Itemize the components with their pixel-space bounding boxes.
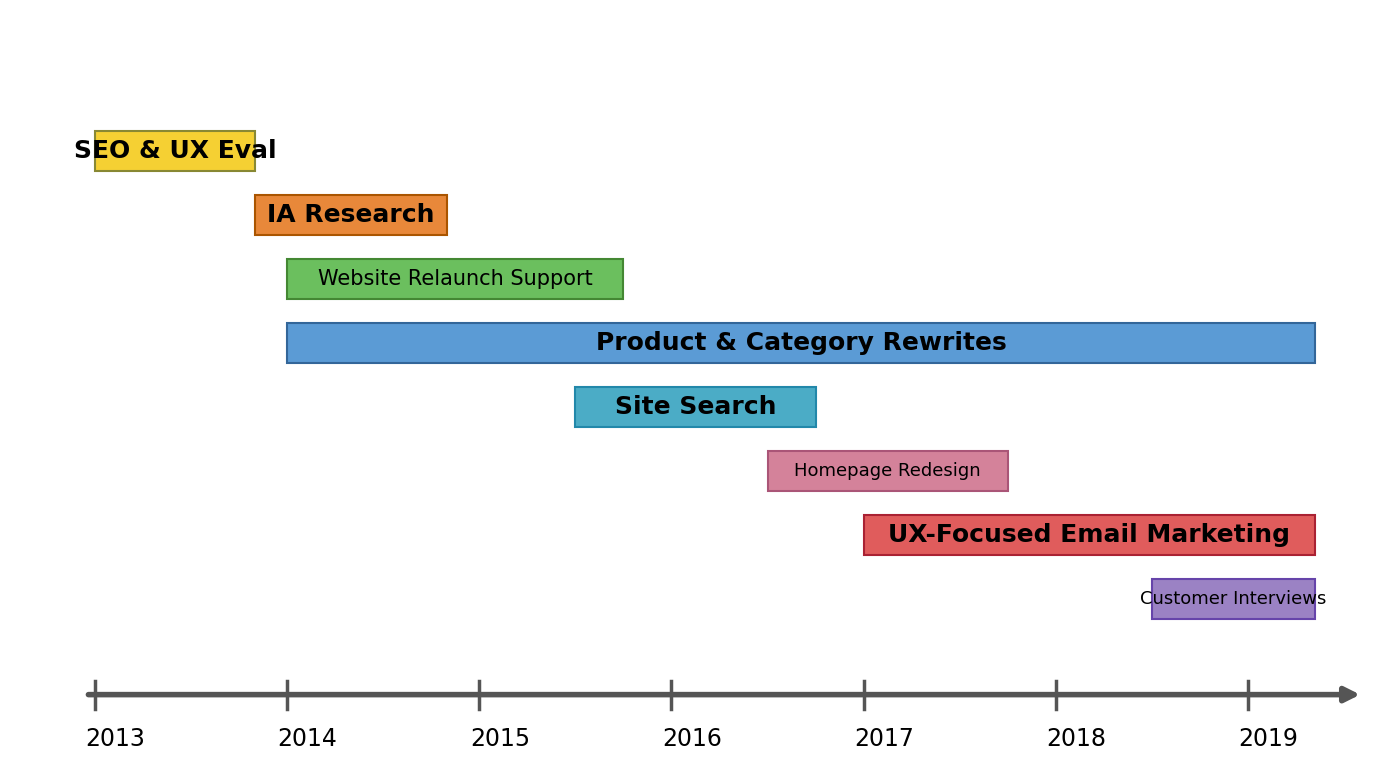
Text: 2018: 2018 [1046,726,1106,751]
Text: Homepage Redesign: Homepage Redesign [794,462,981,480]
Text: 2016: 2016 [662,726,722,751]
FancyBboxPatch shape [767,451,1008,491]
Text: Product & Category Rewrites: Product & Category Rewrites [596,331,1007,355]
Text: 2017: 2017 [854,726,914,751]
Text: 2019: 2019 [1238,726,1298,751]
FancyBboxPatch shape [287,260,623,299]
Text: SEO & UX Eval: SEO & UX Eval [74,139,276,163]
Text: Site Search: Site Search [615,395,776,419]
FancyBboxPatch shape [575,387,816,427]
Text: Website Relaunch Support: Website Relaunch Support [318,269,592,289]
FancyBboxPatch shape [287,323,1315,363]
Text: IA Research: IA Research [267,203,434,228]
Text: 2015: 2015 [470,726,531,751]
FancyBboxPatch shape [864,515,1315,554]
Text: UX-Focused Email Marketing: UX-Focused Email Marketing [888,523,1291,547]
FancyBboxPatch shape [95,131,255,171]
Text: 2014: 2014 [277,726,337,751]
FancyBboxPatch shape [1152,579,1315,619]
FancyBboxPatch shape [255,196,447,235]
Text: Customer Interviews: Customer Interviews [1140,590,1326,608]
Text: 2013: 2013 [85,726,146,751]
